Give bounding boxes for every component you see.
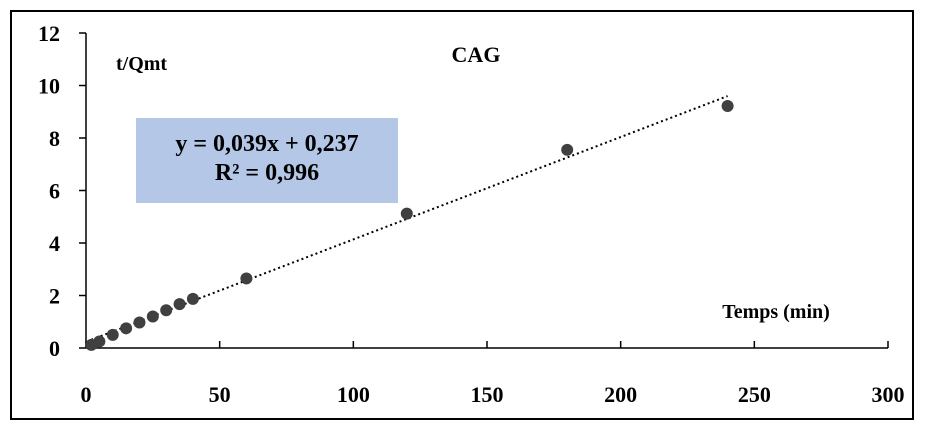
x-tick-label: 250 bbox=[738, 382, 771, 407]
y-tick-label: 6 bbox=[49, 179, 60, 204]
x-axis-label: Temps (min) bbox=[722, 301, 830, 323]
x-tick-label: 200 bbox=[604, 382, 637, 407]
data-point bbox=[186, 292, 199, 305]
data-point bbox=[93, 335, 106, 348]
data-point bbox=[173, 298, 186, 311]
data-point bbox=[561, 143, 574, 156]
y-tick-label: 8 bbox=[49, 126, 60, 151]
y-tick-label: 2 bbox=[49, 284, 60, 309]
data-point bbox=[240, 272, 253, 285]
y-tick-label: 10 bbox=[38, 74, 60, 99]
data-point bbox=[721, 99, 734, 112]
x-tick-label: 0 bbox=[81, 382, 92, 407]
data-point bbox=[133, 316, 146, 329]
chart-frame bbox=[10, 10, 914, 420]
trendline-equation-box: y = 0,039x + 0,237 R² = 0,996 bbox=[136, 118, 398, 203]
trendline-equation: y = 0,039x + 0,237 bbox=[175, 131, 359, 157]
x-tick-label: 300 bbox=[872, 382, 905, 407]
x-tick-label: 50 bbox=[209, 382, 231, 407]
chart-title: CAG bbox=[452, 42, 501, 67]
data-point bbox=[400, 207, 413, 220]
data-point bbox=[146, 310, 159, 323]
tick-labels: 0 2 4 6 8 10 12 0 50 100 150 200 250 300 bbox=[38, 21, 905, 407]
y-tick-label: 0 bbox=[49, 336, 60, 361]
x-tick-label: 100 bbox=[337, 382, 370, 407]
y-axis-label: t/Qmt bbox=[116, 53, 167, 75]
data-points bbox=[85, 99, 734, 351]
trendline-r-squared: R² = 0,996 bbox=[214, 160, 320, 186]
data-point bbox=[160, 304, 173, 317]
data-point bbox=[106, 328, 119, 341]
y-tick-label: 4 bbox=[49, 231, 60, 256]
data-point bbox=[120, 322, 133, 335]
x-tick-label: 150 bbox=[471, 382, 504, 407]
y-tick-label: 12 bbox=[38, 21, 60, 46]
